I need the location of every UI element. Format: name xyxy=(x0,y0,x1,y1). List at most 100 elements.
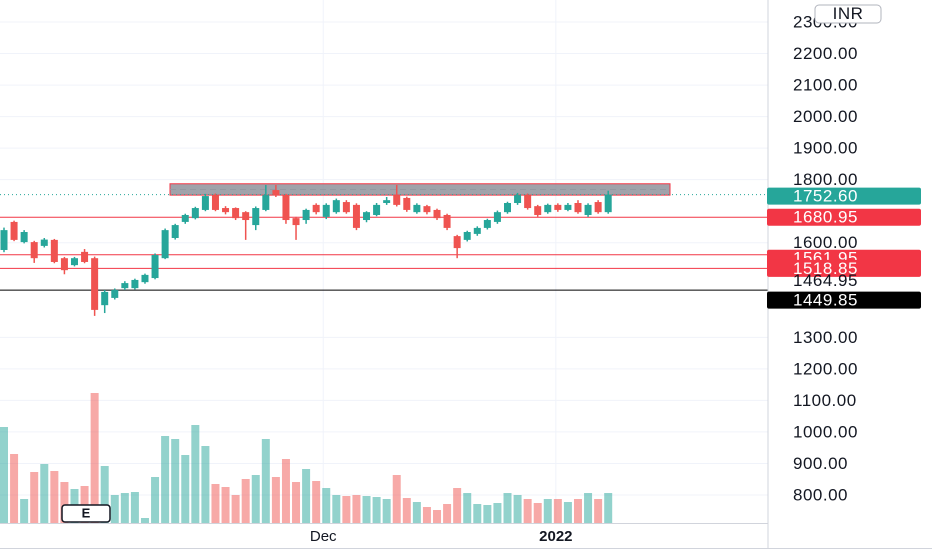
candle-body xyxy=(181,214,189,222)
candle-body xyxy=(332,200,340,213)
candle-body xyxy=(0,230,8,250)
volume-bar xyxy=(151,477,160,523)
candle-body xyxy=(352,204,360,228)
candle-body xyxy=(322,204,330,217)
candle-body xyxy=(574,203,582,213)
candle-body xyxy=(473,227,481,234)
x-tick-label: Dec xyxy=(310,528,337,545)
price-axis: 2300.002200.002100.002000.001900.001800.… xyxy=(793,12,858,504)
volume-bar xyxy=(513,495,522,523)
candle-body xyxy=(463,232,471,240)
volume-bar xyxy=(402,498,411,523)
volume-bar xyxy=(261,439,270,523)
price-label-box xyxy=(767,259,921,277)
volume-bar xyxy=(10,454,19,523)
candle-body xyxy=(171,225,179,239)
price-label: 1464.95 xyxy=(793,271,858,290)
volume-layer xyxy=(0,393,613,523)
candle-body xyxy=(141,274,149,283)
volume-bar xyxy=(352,495,361,523)
candle-body xyxy=(524,195,532,209)
grid xyxy=(0,0,768,523)
candle-body xyxy=(493,212,501,222)
volume-bar xyxy=(201,446,210,523)
candle-body xyxy=(161,230,169,259)
candle-body xyxy=(604,194,612,213)
candle-body xyxy=(30,242,38,259)
volume-bar xyxy=(604,493,613,523)
event-badge-label: E xyxy=(82,505,91,520)
currency-label: INR xyxy=(833,4,864,23)
volume-bar xyxy=(271,477,280,523)
candle-body xyxy=(423,206,431,213)
volume-bar xyxy=(90,393,99,523)
volume-bar xyxy=(110,495,119,523)
volume-bar xyxy=(453,488,462,523)
y-tick-label: 1800.00 xyxy=(793,170,858,189)
volume-bar xyxy=(221,487,230,523)
candle-body xyxy=(413,204,421,213)
candle-body xyxy=(292,218,300,226)
volume-bar xyxy=(573,499,582,523)
candle-body xyxy=(131,279,139,289)
volume-bar xyxy=(292,482,301,523)
volume-bar xyxy=(342,496,351,523)
volume-bar xyxy=(412,502,421,523)
candle-body xyxy=(453,236,461,249)
candle-body xyxy=(373,204,381,215)
candle-body xyxy=(282,195,290,221)
candle-body xyxy=(50,239,58,262)
candle-body xyxy=(594,202,602,213)
candle-body xyxy=(564,204,572,210)
event-badge[interactable] xyxy=(61,504,111,523)
volume-bar xyxy=(50,471,59,523)
candle-body xyxy=(383,200,391,204)
volume-bar xyxy=(130,492,139,523)
price-label: 1518.85 xyxy=(793,259,858,278)
volume-bar xyxy=(60,482,69,523)
volume-bar xyxy=(392,475,401,523)
y-tick-label: 2000.00 xyxy=(793,107,858,126)
price-label-box xyxy=(767,291,921,309)
volume-bar xyxy=(231,495,240,523)
candle-body xyxy=(40,239,48,246)
candle-body xyxy=(544,204,552,213)
price-label: 1752.60 xyxy=(793,187,858,206)
candle-body xyxy=(534,206,542,215)
volume-bar xyxy=(161,436,170,523)
y-tick-label: 800.00 xyxy=(793,485,848,504)
volume-bar xyxy=(281,459,290,523)
candle-body xyxy=(10,221,18,240)
candle-body xyxy=(483,220,491,228)
y-tick-label: 1100.00 xyxy=(793,391,857,410)
candle-body xyxy=(242,212,250,221)
candle-body xyxy=(252,208,260,226)
candle-body xyxy=(514,195,522,204)
candle-body xyxy=(232,208,240,219)
volume-bar xyxy=(211,484,220,523)
candle-body xyxy=(403,197,411,210)
y-tick-label: 1900.00 xyxy=(793,139,858,158)
zone-layer xyxy=(169,183,671,196)
volume-bar xyxy=(30,472,39,523)
candle-body xyxy=(70,258,78,266)
candle-body xyxy=(60,258,68,271)
volume-bar xyxy=(483,505,492,523)
candle-body xyxy=(312,204,320,213)
price-labels: 1752.601680.951561.951518.851464.951449.… xyxy=(767,187,921,310)
volume-bar xyxy=(422,507,431,523)
volume-bar xyxy=(332,495,341,523)
volume-bar xyxy=(171,439,180,523)
candle-body xyxy=(363,212,371,221)
candle-body xyxy=(111,290,119,298)
volume-bar xyxy=(493,503,502,523)
candle-layer xyxy=(0,185,612,316)
volume-bar xyxy=(100,466,109,523)
currency-badge[interactable] xyxy=(814,4,882,24)
volume-bar xyxy=(433,510,442,523)
volume-bar xyxy=(140,518,149,523)
price-label-box xyxy=(767,187,921,205)
volume-bar xyxy=(322,488,331,523)
